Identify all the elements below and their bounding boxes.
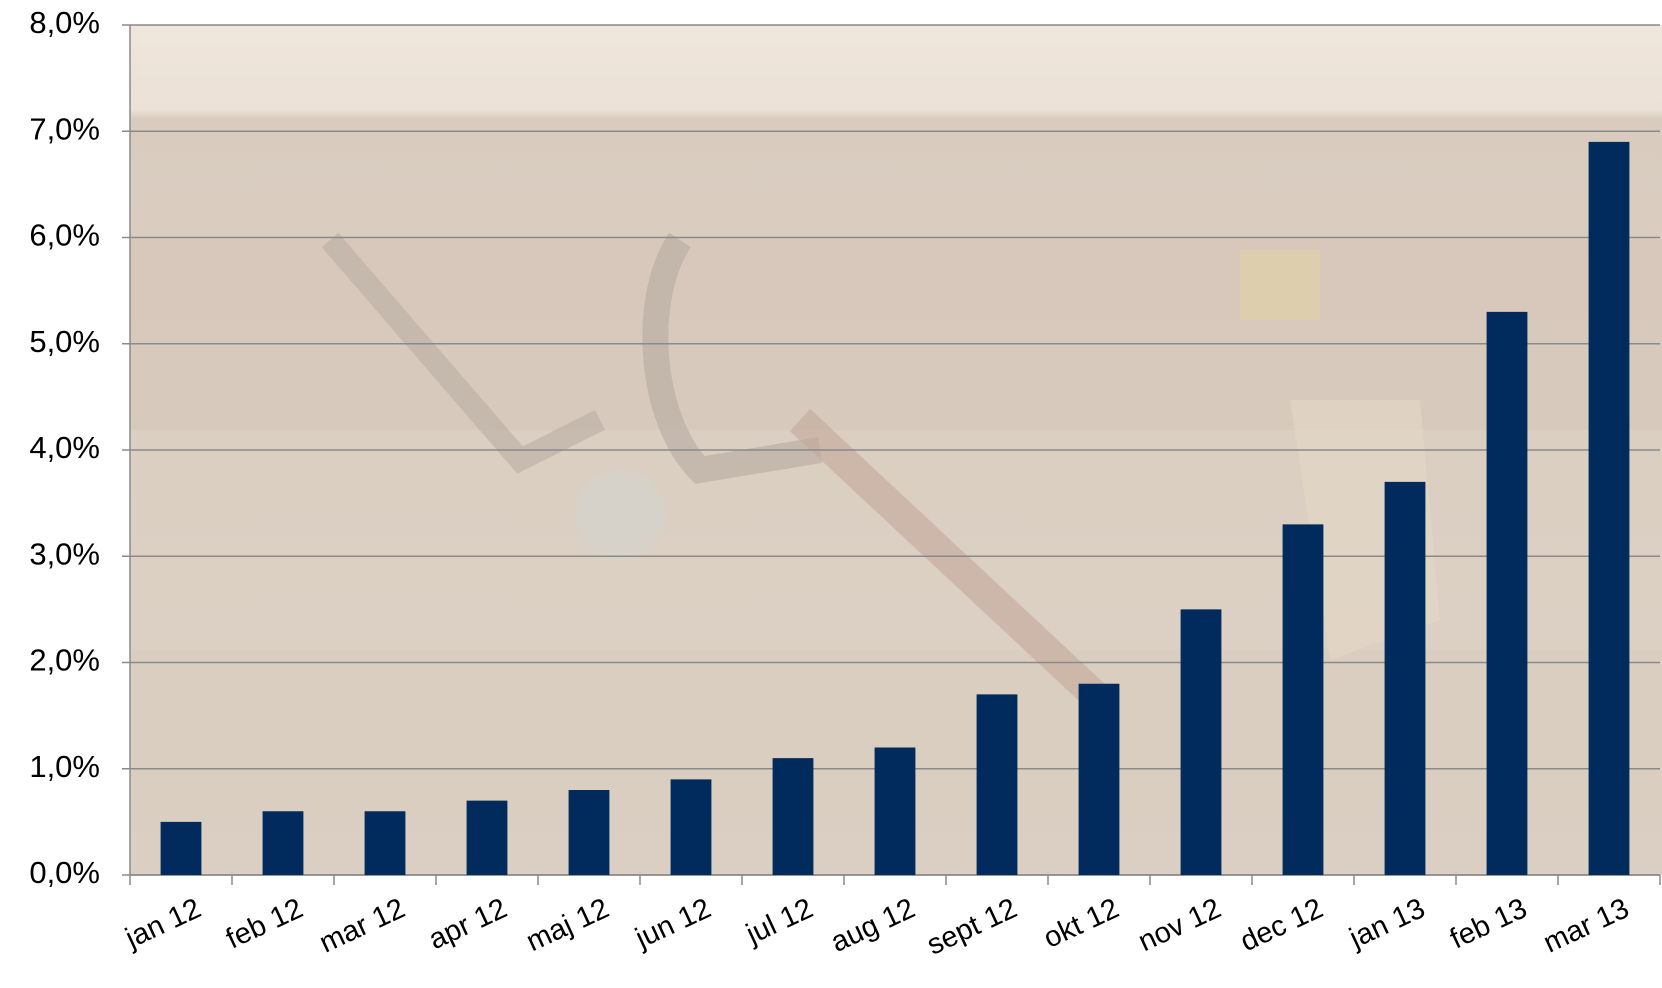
bar — [160, 821, 202, 875]
bar — [466, 800, 508, 875]
bar — [1588, 141, 1630, 875]
x-tick-label: maj 12 — [522, 892, 614, 958]
x-tick-label: apr 12 — [424, 892, 512, 956]
y-tick-label: 5,0% — [29, 324, 100, 359]
x-tick-label: jan 12 — [120, 892, 206, 955]
bar — [670, 779, 712, 875]
x-tick-label: feb 12 — [221, 892, 308, 955]
y-tick-label: 2,0% — [29, 643, 100, 678]
bar — [1180, 609, 1222, 875]
x-tick-label: okt 12 — [1039, 892, 1124, 954]
x-tick-label: jun 12 — [630, 892, 716, 955]
x-tick-label: nov 12 — [1134, 892, 1226, 958]
y-tick-label: 4,0% — [29, 430, 100, 465]
x-tick-label: aug 12 — [826, 892, 920, 958]
y-tick-label: 0,0% — [29, 855, 100, 890]
x-tick-label: jul 12 — [741, 892, 818, 951]
bars — [160, 141, 1630, 875]
y-tick-label: 1,0% — [29, 749, 100, 784]
bar — [976, 694, 1018, 875]
bar — [1078, 683, 1120, 875]
x-tick-label: feb 13 — [1445, 892, 1532, 955]
bar — [568, 790, 610, 875]
y-tick-label: 3,0% — [29, 536, 100, 571]
x-tick-label: mar 13 — [1539, 892, 1634, 959]
x-tick-label: sept 12 — [922, 892, 1022, 961]
y-tick-label: 8,0% — [29, 5, 100, 40]
bar — [364, 811, 406, 875]
x-tick-label: dec 12 — [1236, 892, 1328, 958]
bar — [262, 811, 304, 875]
y-tick-label: 6,0% — [29, 218, 100, 253]
bar — [1282, 524, 1324, 875]
bar — [772, 758, 814, 875]
bar — [1384, 481, 1426, 875]
bar — [874, 747, 916, 875]
x-tick-label: mar 12 — [315, 892, 410, 959]
y-tick-label: 7,0% — [29, 111, 100, 146]
bar — [1486, 311, 1528, 875]
x-tick-label: jan 13 — [1344, 892, 1430, 955]
